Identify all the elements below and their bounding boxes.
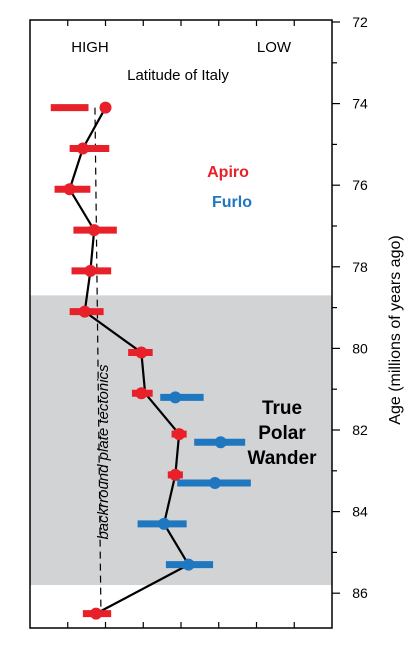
y-tick-label: 78 [352, 259, 368, 275]
furlo-point [214, 436, 227, 449]
apiro-point [99, 101, 112, 114]
y-tick-label: 76 [352, 177, 368, 193]
apiro-point [84, 264, 97, 277]
apiro-point [90, 607, 103, 620]
legend-apiro: Apiro [207, 164, 249, 181]
x-low-label: LOW [257, 39, 292, 56]
y-axis-ticks: 72 74 76 78 80 82 84 86 [332, 14, 368, 601]
y-tick-label: 80 [352, 340, 368, 356]
apiro-point [76, 142, 89, 155]
apiro-point [78, 305, 91, 318]
reference-line-label: backrround plate tectonics [95, 364, 112, 540]
x-high-label: HIGH [71, 39, 109, 56]
furlo-point [158, 517, 171, 530]
true-polar-wander-band [30, 295, 332, 586]
chart-title: Latitude of Italy [127, 67, 229, 84]
x-axis-ticks [67, 20, 295, 628]
y-tick-label: 74 [352, 96, 368, 112]
tpw-label-line-3: Wander [248, 448, 318, 469]
y-tick-label: 86 [352, 585, 368, 601]
apiro-point [169, 468, 182, 481]
apiro-point [135, 387, 148, 400]
apiro-point [88, 224, 101, 237]
tpw-label-line-2: Polar [258, 423, 306, 444]
apiro-point [63, 183, 76, 196]
furlo-point [182, 558, 195, 571]
y-tick-label: 84 [352, 504, 368, 520]
y-axis-label: Age (millions of years ago) [387, 235, 404, 424]
reference-dashed-line [94, 107, 102, 614]
reference-line-group [94, 107, 102, 614]
y-tick-label: 72 [352, 14, 368, 30]
y-tick-label: 82 [352, 422, 368, 438]
apiro-point [173, 428, 186, 441]
furlo-point [208, 477, 221, 490]
apiro-point [135, 346, 148, 359]
legend-furlo: Furlo [212, 194, 252, 211]
data-points-group [50, 101, 251, 620]
furlo-point [169, 391, 182, 404]
tpw-label-line-1: True [262, 398, 302, 419]
